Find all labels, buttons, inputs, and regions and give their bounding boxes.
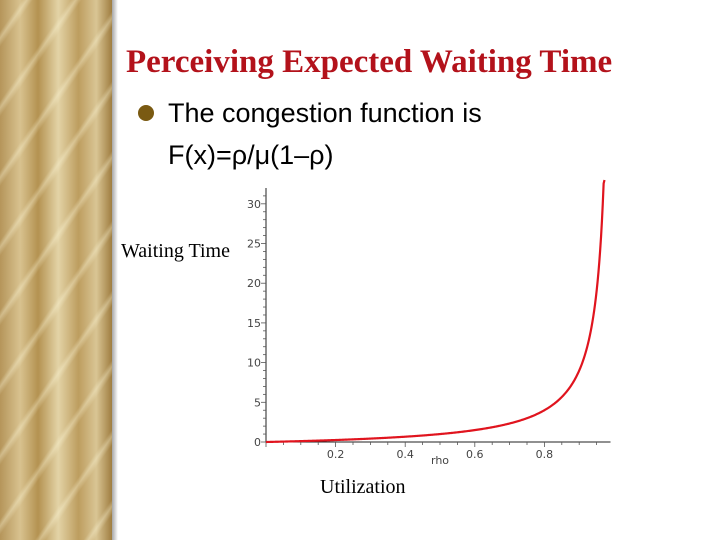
slide-title: Perceiving Expected Waiting Time xyxy=(126,44,613,80)
y-tick-label: 15 xyxy=(247,317,261,330)
bullet-text-line1: The congestion function is xyxy=(168,98,482,128)
y-tick-label: 5 xyxy=(254,396,261,409)
y-tick-label: 25 xyxy=(247,238,261,251)
x-tick-label: 0.6 xyxy=(466,448,484,461)
x-tick-label: 0.2 xyxy=(327,448,345,461)
bullet-text-line2: F(x)=ρ/μ(1–ρ) xyxy=(168,140,334,170)
y-tick-label: 20 xyxy=(247,277,261,290)
x-tick-label: 0.8 xyxy=(536,448,554,461)
series-line-congestion xyxy=(265,179,606,444)
y-tick-label: 0 xyxy=(254,436,261,449)
x-axis-variable-name: rho xyxy=(431,454,449,467)
binding-shadow xyxy=(112,0,118,540)
x-tick-label: 0.4 xyxy=(396,448,414,461)
gold-binding-decoration xyxy=(0,0,112,540)
y-tick-label: 10 xyxy=(247,357,261,370)
x-axis-label: Utilization xyxy=(320,476,406,498)
bullet-dot-icon xyxy=(138,105,154,121)
y-tick-label: 30 xyxy=(247,198,261,211)
y-axis-label: Waiting Time xyxy=(121,240,230,262)
